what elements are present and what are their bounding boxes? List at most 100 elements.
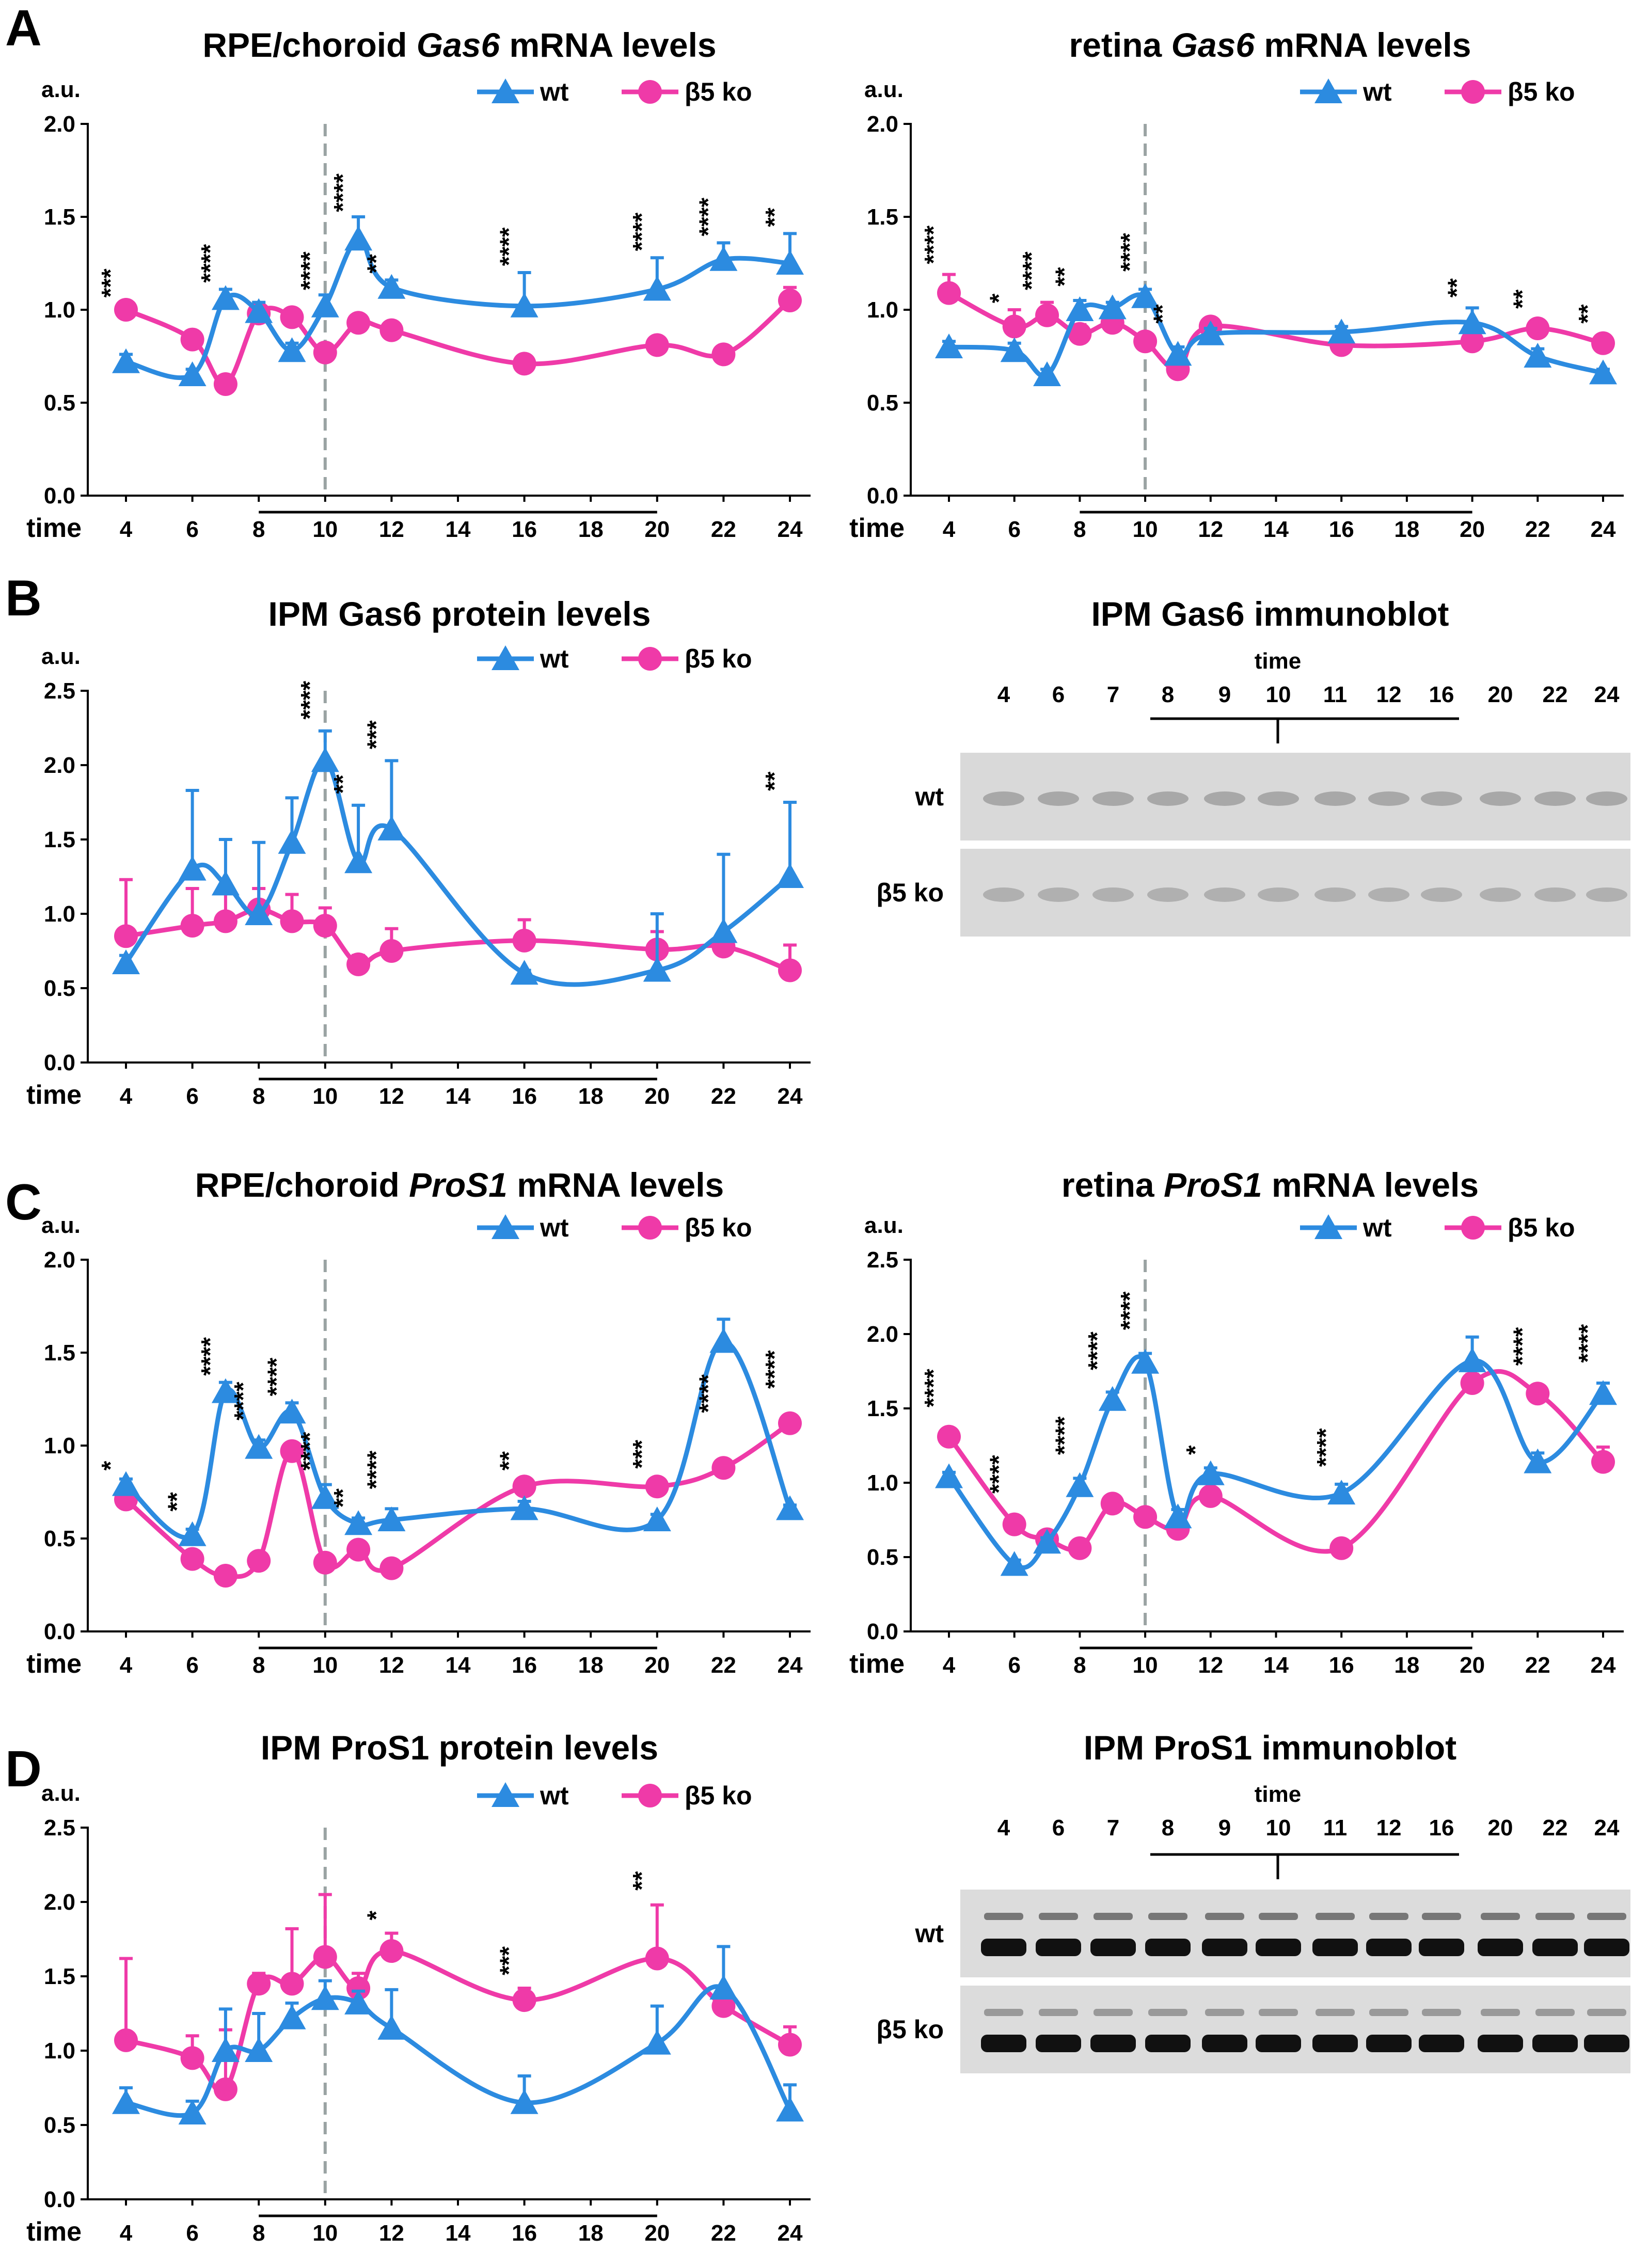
blot-band	[1258, 791, 1299, 806]
blot-lane-label: 24	[1594, 1815, 1620, 1841]
y-tick-label: 1.5	[44, 204, 75, 230]
data-point-ko	[213, 909, 237, 933]
data-point-ko	[114, 924, 138, 948]
chart-title: retina ProS1 mRNA levels	[1061, 1166, 1479, 1204]
x-tick-label: 12	[379, 1084, 404, 1109]
blot-band	[983, 887, 1024, 902]
blot-band	[1092, 791, 1134, 806]
blot-band	[1312, 2035, 1358, 2052]
legend-marker-wt	[1314, 1214, 1342, 1239]
data-point-wt	[709, 1975, 738, 2000]
legend-marker-wt	[492, 78, 519, 103]
blot-band	[1038, 791, 1079, 806]
legend-label-ko: β5 ko	[685, 1213, 752, 1242]
y-tick-label: 2.0	[44, 753, 75, 778]
x-tick-label: 10	[312, 2221, 338, 2246]
data-point-wt	[245, 2037, 273, 2062]
blot-band-upper	[1535, 1913, 1575, 1920]
x-tick-label: 6	[186, 1084, 198, 1109]
data-point-wt	[1164, 1503, 1192, 1529]
x-tick-label: 22	[711, 2221, 736, 2246]
blot-gas6-blot: IPM Gas6 immunoblot time 4 6 7 8 9 10 11 12 16 20 22…	[876, 595, 1630, 937]
blot-band	[1258, 887, 1299, 902]
x-axis-title: time	[26, 1080, 82, 1110]
significance-stars: **	[761, 208, 788, 227]
blot-band-upper	[1369, 2009, 1408, 2016]
x-tick-label: 18	[578, 1084, 604, 1109]
y-tick-label: 1.0	[867, 1470, 898, 1496]
blot-lane-label: 11	[1323, 682, 1348, 707]
blot-lane-label: 20	[1488, 1815, 1513, 1841]
data-point-wt	[1098, 1386, 1127, 1411]
data-point-ko	[711, 1994, 736, 2018]
significance-stars: ****	[920, 1369, 947, 1407]
blot-pros1-blot: IPM ProS1 immunoblot time 4 6 7 8 9 10 11 12 16 20 2…	[876, 1728, 1630, 2073]
legend-marker-ko	[1461, 1216, 1485, 1240]
data-point-wt	[112, 2089, 140, 2114]
blot-band	[1584, 2035, 1629, 2052]
significance-stars: ****	[296, 251, 324, 290]
x-tick-label: 18	[578, 517, 604, 542]
data-point-ko	[180, 914, 204, 938]
data-point-ko	[1591, 1450, 1615, 1474]
data-point-ko	[512, 1988, 536, 2012]
blot-band-upper	[984, 2009, 1023, 2016]
blot-band	[1532, 2035, 1578, 2052]
data-point-ko	[346, 1537, 371, 1562]
data-point-wt	[377, 274, 406, 299]
blot-lane-label: 8	[1162, 682, 1174, 707]
data-point-wt	[211, 1378, 240, 1403]
blot-lane-label: 22	[1543, 1815, 1568, 1841]
blot-band-upper	[1205, 2009, 1244, 2016]
x-tick-label: 6	[186, 517, 198, 542]
series-wt	[112, 1945, 804, 2124]
chart-ipm-pros1: IPM ProS1 protein levels a.u. 0.0 0.5 1.0 1.5…	[26, 1728, 811, 2247]
blot-band-upper	[1259, 2009, 1298, 2016]
data-point-wt	[1524, 1448, 1552, 1473]
blot-lane-label: 16	[1429, 682, 1454, 707]
data-point-ko	[1133, 1505, 1158, 1529]
y-axis-label: a.u.	[864, 1213, 904, 1238]
significance-stars: *	[97, 1461, 124, 1470]
blot-band-upper	[1039, 1913, 1078, 1920]
data-point-ko	[346, 311, 371, 335]
x-tick-label: 12	[379, 1653, 404, 1678]
data-point-wt	[112, 348, 140, 373]
legend-marker-ko	[638, 80, 662, 104]
significance-stars: ****	[1509, 1327, 1536, 1366]
blot-band	[1534, 791, 1576, 806]
x-tick-label: 16	[512, 517, 537, 542]
blot-band	[1145, 1939, 1191, 1956]
data-point-wt	[1033, 361, 1061, 386]
data-point-ko	[1068, 322, 1092, 346]
data-point-wt	[1000, 1551, 1028, 1576]
blot-band-upper	[1148, 1913, 1187, 1920]
significance-stars: ****	[197, 1337, 224, 1376]
x-tick-label: 22	[711, 1653, 736, 1678]
legend-label-ko: β5 ko	[685, 644, 752, 673]
significance-stars: **	[1149, 304, 1176, 324]
blot-lane-label: 12	[1376, 1815, 1402, 1841]
x-tick-label: 12	[1198, 517, 1223, 542]
data-point-wt	[643, 1506, 671, 1531]
data-point-wt	[1164, 341, 1192, 366]
significance-stars: ****	[986, 1455, 1013, 1494]
y-tick-label: 1.0	[867, 297, 898, 323]
blot-row-label: wt	[914, 1919, 944, 1948]
significance-stars: ****	[197, 244, 224, 283]
x-axis-title: time	[849, 513, 905, 543]
charts-layer: RPE/choroid Gas6 mRNA levels a.u. 0.0 0.5 1.…	[26, 26, 1624, 2247]
chart-title-part: mRNA levels	[1262, 1166, 1479, 1204]
y-axis-label: a.u.	[41, 1781, 81, 1806]
data-point-ko	[645, 333, 669, 357]
data-point-wt	[311, 747, 339, 772]
x-tick-label: 24	[1591, 517, 1616, 542]
data-point-ko	[937, 281, 961, 305]
x-tick-label: 22	[711, 517, 736, 542]
blot-row-label: β5 ko	[876, 878, 944, 907]
blot-band	[1419, 1939, 1464, 1956]
blot-band	[1090, 2035, 1136, 2052]
y-tick-label: 0.5	[44, 976, 75, 1001]
series-line	[124, 1339, 793, 1540]
significance-stars: ****	[694, 1374, 722, 1413]
